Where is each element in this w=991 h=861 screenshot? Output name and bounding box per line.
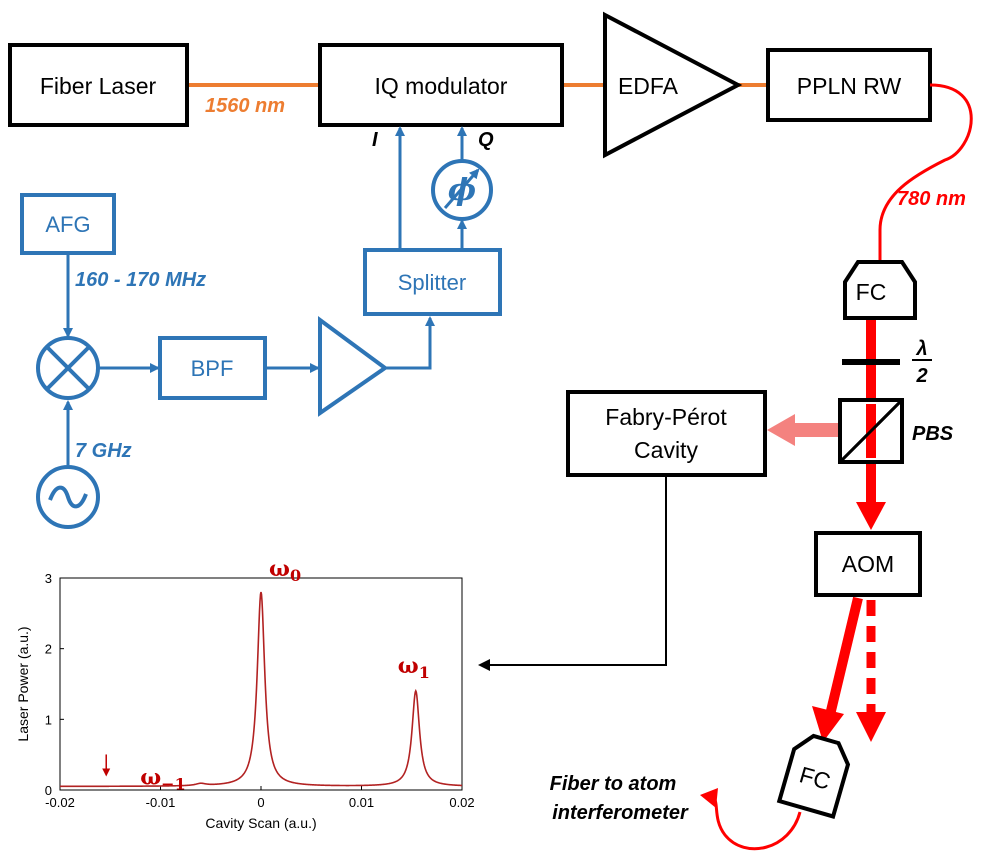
y-tick-label: 1 — [45, 712, 52, 727]
fiber-output-arrowhead — [700, 788, 718, 808]
bpf-label: BPF — [191, 356, 234, 381]
peak-label-1: ω1 — [398, 653, 430, 682]
splitter-label: Splitter — [398, 270, 466, 295]
fiber-laser-box: Fiber Laser — [8, 43, 189, 127]
cavity-transmission-line — [60, 591, 463, 788]
afg-box: AFG — [20, 193, 116, 255]
mixer-symbol — [36, 336, 100, 400]
y-tick-label: 3 — [45, 571, 52, 586]
fiber-laser-label: Fiber Laser — [40, 73, 157, 99]
fiber-coupler-bottom: FC — [776, 733, 851, 819]
rf-amplifier — [318, 316, 389, 417]
lo-frequency-label: 7 GHz — [75, 440, 132, 462]
y-tick-label: 2 — [45, 642, 52, 657]
lambda-symbol: λ — [915, 338, 927, 360]
fabry-perot-label-2: Cavity — [634, 437, 698, 463]
x-tick-label: 0.02 — [449, 795, 474, 810]
beam-diffracted-arrowhead — [812, 706, 844, 742]
pbs-label: PBS — [912, 423, 954, 445]
chart-y-axis-label: Laser Power (a.u.) — [15, 626, 31, 741]
beam-arrowhead-aom — [856, 502, 886, 530]
fc-top-label: FC — [856, 279, 887, 305]
fiber-output-label-1: Fiber to atom — [550, 773, 677, 795]
chart-annotations: ω0 ω1 ω−1 — [102, 556, 430, 793]
afg-frequency-label: 160 - 170 MHz — [75, 269, 206, 291]
pbs-outline — [838, 398, 904, 464]
phase-shifter-symbol: ϕ — [431, 159, 493, 221]
x-tick-label: 0 — [257, 795, 264, 810]
chart-ticks: -0.02 -0.01 0 0.01 0.02 0 1 2 3 — [45, 571, 475, 810]
aom-label: AOM — [842, 551, 894, 577]
ppln-label: PPLN RW — [797, 73, 902, 99]
fiber-output-label-2: interferometer — [552, 802, 689, 824]
chart-axes — [59, 577, 463, 791]
rf-source-symbol — [36, 465, 100, 529]
cavity-scan-chart: -0.02 -0.01 0 0.01 0.02 0 1 2 3 Cavity Scan (a.u… — [15, 556, 475, 831]
x-tick-label: -0.02 — [45, 795, 75, 810]
fiber-780-curve — [878, 83, 973, 262]
cavity-to-chart-line — [478, 475, 667, 671]
peak-label-0: ω0 — [269, 556, 301, 585]
fabry-perot-box: Fabry-Pérot Cavity — [566, 390, 767, 477]
pbs-diagonal — [838, 398, 904, 464]
fiber-coupler-top: FC — [843, 260, 917, 320]
bpf-box: BPF — [158, 336, 267, 400]
beam-diffracted — [825, 596, 863, 717]
beam-to-cavity-arrowhead — [767, 414, 795, 446]
iq-modulator-label: IQ modulator — [375, 73, 508, 99]
edfa-label: EDFA — [618, 73, 679, 99]
chart-x-axis-label: Cavity Scan (a.u.) — [205, 815, 316, 831]
peak-label-2: ω−1 — [140, 764, 186, 793]
omega-minus-one-arrowhead — [102, 768, 111, 777]
y-tick-label: 0 — [45, 783, 52, 798]
q-port-label: Q — [478, 129, 494, 151]
i-port-label: I — [372, 129, 378, 151]
edfa-amplifier: EDFA — [603, 11, 743, 159]
x-tick-label: 0.01 — [349, 795, 374, 810]
amp-to-splitter — [385, 316, 435, 370]
aom-box: AOM — [814, 531, 922, 597]
beam-zeroth-arrowhead — [856, 712, 886, 742]
iq-modulator-box: IQ modulator — [318, 43, 564, 127]
x-tick-label: -0.01 — [146, 795, 176, 810]
splitter-box: Splitter — [363, 248, 502, 316]
afg-label: AFG — [45, 212, 90, 237]
wavelength-780-label: 780 nm — [897, 188, 966, 210]
wavelength-1560-label: 1560 nm — [205, 95, 285, 117]
lambda-denominator: 2 — [915, 365, 927, 387]
fabry-perot-label-1: Fabry-Pérot — [605, 404, 727, 430]
chart-frame — [59, 577, 463, 791]
ppln-box: PPLN RW — [766, 48, 932, 122]
